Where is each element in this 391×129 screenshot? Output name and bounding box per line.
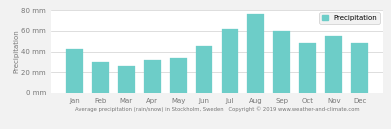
Bar	[325, 36, 342, 93]
Bar	[248, 14, 264, 93]
Bar	[222, 29, 239, 93]
Bar	[273, 31, 290, 93]
Bar	[118, 66, 135, 93]
Legend: Precipitation: Precipitation	[319, 12, 380, 24]
Bar	[170, 58, 187, 93]
Bar	[66, 49, 83, 93]
Y-axis label: Precipitation: Precipitation	[14, 30, 20, 74]
X-axis label: Average precipitation (rain/snow) in Stockholm, Sweden   Copyright © 2019 www.we: Average precipitation (rain/snow) in Sto…	[75, 107, 359, 112]
Bar	[144, 60, 161, 93]
Bar	[196, 46, 212, 93]
Bar	[351, 43, 368, 93]
Bar	[92, 62, 109, 93]
Bar	[300, 43, 316, 93]
